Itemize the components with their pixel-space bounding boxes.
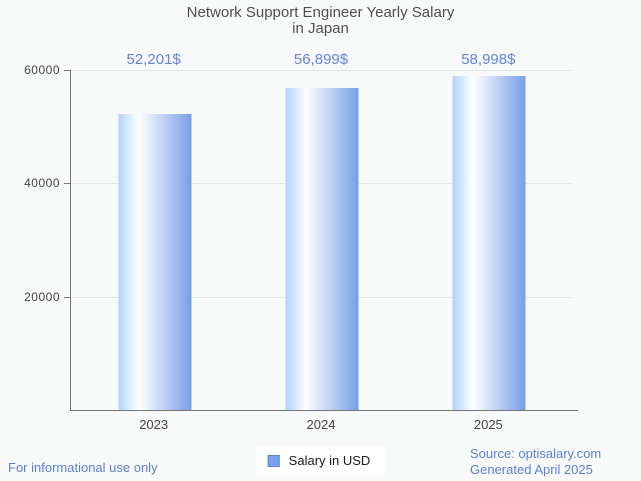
- bar-2023[interactable]: [118, 114, 192, 410]
- legend: Salary in USD: [255, 446, 385, 475]
- disclaimer-text: For informational use only: [8, 460, 158, 475]
- x-axis-labels: 2023 2024 2025: [70, 417, 572, 433]
- source-text: Source: optisalary.com: [470, 446, 602, 461]
- gridline-60000: [71, 70, 573, 71]
- value-label-2025: 58,998$: [461, 51, 516, 68]
- chart-title-line1: Network Support Engineer Yearly Salary: [186, 4, 455, 21]
- legend-swatch-icon: [267, 454, 280, 467]
- generated-text: Generated April 2025: [470, 462, 593, 477]
- source-block: Source: optisalary.com Generated April 2…: [470, 446, 601, 478]
- value-label-2023: 52,201$: [126, 51, 181, 68]
- plot-area: [64, 70, 573, 410]
- x-tick-label-2023: 2023: [139, 417, 169, 432]
- x-tick-label-2025: 2025: [473, 417, 503, 432]
- bar-2025[interactable]: [452, 75, 526, 410]
- y-axis-tick-20000: [64, 296, 71, 298]
- legend-label: Salary in USD: [288, 453, 371, 468]
- chart-title-line2: in Japan: [292, 20, 349, 37]
- bar-2024[interactable]: [285, 87, 359, 410]
- y-tick-label-60000: 60000: [24, 63, 60, 77]
- value-label-2024: 56,899$: [293, 51, 349, 68]
- y-axis-tick-40000: [64, 183, 71, 185]
- x-tick-label-2024: 2024: [306, 417, 336, 432]
- y-axis-labels: 60000 40000 20000: [0, 63, 62, 410]
- y-tick-label-20000: 20000: [24, 289, 60, 304]
- y-tick-label-40000: 40000: [24, 176, 60, 191]
- x-axis-line: [70, 410, 578, 411]
- y-axis-tick-60000: [64, 70, 71, 71]
- chart-title: Network Support Engineer Yearly Salary i…: [0, 5, 641, 37]
